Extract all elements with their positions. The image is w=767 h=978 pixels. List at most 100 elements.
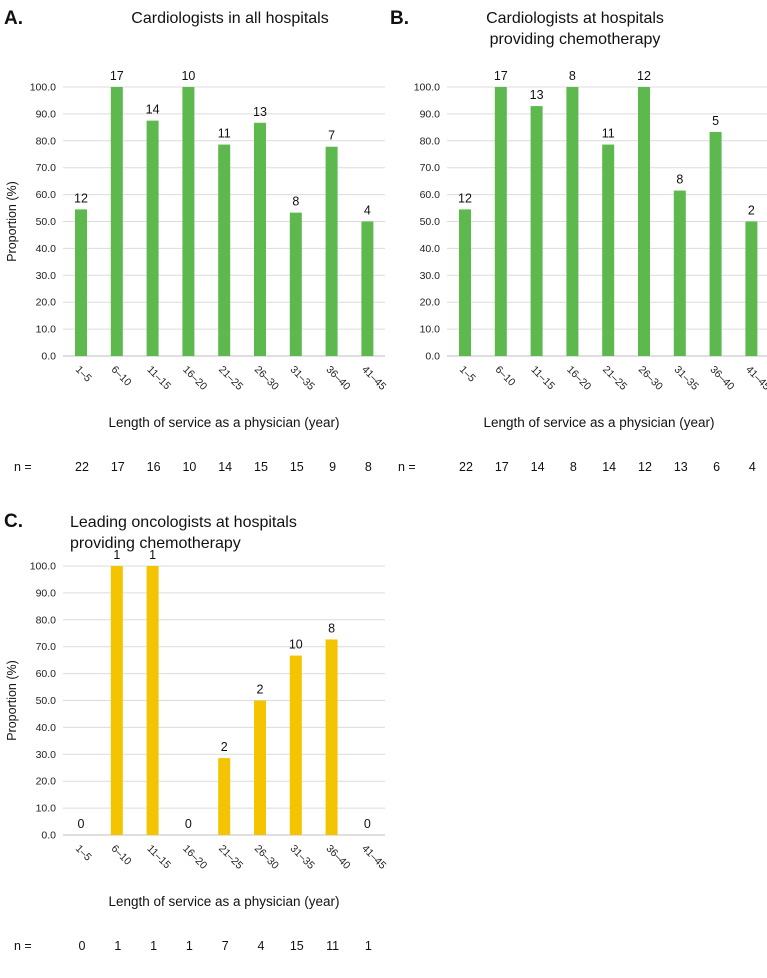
chart-title: Leading oncologists at hospitals — [70, 514, 297, 531]
data-label: 0 — [78, 817, 85, 831]
x-tick-label: 1–5 — [73, 843, 94, 864]
y-tick-label: 70.0 — [36, 162, 57, 174]
bar — [110, 566, 123, 835]
x-tick-label: 36–40 — [707, 364, 736, 393]
y-tick-label: 60.0 — [36, 668, 57, 680]
data-label: 11 — [602, 127, 615, 141]
bar — [459, 209, 471, 356]
bar — [673, 190, 686, 356]
data-label: 12 — [74, 191, 88, 205]
data-label: 5 — [712, 114, 719, 128]
n-value: 17 — [495, 460, 509, 474]
data-label: 11 — [218, 127, 231, 141]
chart-title: Cardiologists in all hospitals — [131, 10, 328, 27]
bar — [254, 700, 266, 835]
y-tick-label: 30.0 — [36, 270, 57, 282]
chart-title: providing chemotherapy — [490, 31, 661, 48]
data-label: 12 — [458, 191, 472, 205]
data-label: 8 — [676, 173, 683, 187]
n-value: 8 — [365, 460, 372, 474]
bar — [361, 221, 374, 356]
data-label: 17 — [494, 69, 508, 83]
y-axis-label: Proportion (%) — [5, 181, 19, 262]
y-tick-label: 10.0 — [36, 324, 57, 336]
n-value: 17 — [111, 460, 125, 474]
data-label: 8 — [292, 195, 299, 209]
chart-title: providing chemotherapy — [70, 535, 241, 552]
n-value: 8 — [570, 460, 577, 474]
bar — [182, 87, 195, 356]
x-tick-label: 26–30 — [636, 364, 665, 393]
bar — [745, 221, 758, 356]
n-value: 7 — [222, 939, 229, 953]
x-tick-label: 16–20 — [180, 843, 209, 872]
data-label: 0 — [185, 817, 192, 831]
x-tick-label: 26–30 — [252, 364, 281, 393]
x-tick-label: 21–25 — [216, 843, 245, 872]
x-tick-label: 16–20 — [180, 364, 209, 393]
x-tick-label: 1–5 — [73, 364, 94, 385]
data-label: 10 — [289, 638, 303, 652]
chart-panel-b: B. Cardiologists at hospitals providing ch… — [390, 8, 767, 474]
n-value: 15 — [254, 460, 268, 474]
data-label: 7 — [328, 129, 335, 143]
x-tick-label: 41–45 — [359, 843, 388, 872]
n-value: 14 — [531, 460, 545, 474]
n-value: 4 — [749, 460, 756, 474]
x-tick-label: 6–10 — [109, 364, 134, 389]
y-tick-label: 100.0 — [414, 82, 440, 94]
bar — [602, 144, 615, 356]
y-tick-label: 50.0 — [36, 695, 57, 707]
n-value: 9 — [329, 460, 336, 474]
y-tick-label: 60.0 — [36, 189, 57, 201]
n-value: 6 — [713, 460, 720, 474]
bar — [494, 87, 507, 356]
x-tick-label: 11–15 — [144, 364, 173, 393]
y-tick-label: 40.0 — [420, 243, 441, 255]
n-value: 10 — [182, 460, 196, 474]
y-tick-label: 30.0 — [36, 749, 57, 761]
y-tick-label: 40.0 — [36, 722, 57, 734]
y-tick-label: 0.0 — [425, 351, 440, 363]
bar — [638, 87, 650, 356]
x-tick-label: 36–40 — [323, 364, 352, 393]
n-value: 13 — [674, 460, 688, 474]
y-tick-label: 70.0 — [420, 162, 441, 174]
data-label: 1 — [113, 548, 120, 562]
bar — [254, 122, 266, 356]
data-label: 4 — [364, 204, 371, 218]
x-tick-label: 11–15 — [144, 843, 173, 872]
panel-letter: A. — [4, 8, 23, 29]
panel-letter: B. — [390, 8, 409, 29]
y-tick-label: 100.0 — [30, 82, 56, 94]
chart-panel-c: C. Leading oncologists at hospitals provid… — [4, 511, 389, 953]
bar — [325, 639, 338, 835]
y-tick-label: 20.0 — [420, 297, 441, 309]
y-tick-label: 10.0 — [36, 803, 57, 815]
y-tick-label: 70.0 — [36, 641, 57, 653]
n-value: 1 — [186, 939, 193, 953]
n-value: 15 — [290, 460, 304, 474]
y-tick-label: 80.0 — [36, 614, 57, 626]
x-tick-label: 31–35 — [288, 364, 317, 393]
data-label: 1 — [149, 548, 156, 562]
bar — [218, 144, 231, 356]
y-tick-label: 40.0 — [36, 243, 57, 255]
data-label: 2 — [221, 740, 228, 754]
x-tick-label: 1–5 — [457, 364, 478, 385]
chart-panel-a: A. Cardiologists in all hospitals 0.0 10.0 2… — [4, 8, 389, 474]
n-value: 0 — [79, 939, 86, 953]
y-tick-label: 60.0 — [420, 189, 441, 201]
y-tick-label: 50.0 — [420, 216, 441, 228]
x-tick-label: 21–25 — [216, 364, 245, 393]
y-tick-label: 0.0 — [41, 830, 56, 842]
y-tick-label: 0.0 — [41, 351, 56, 363]
bar — [110, 87, 123, 356]
y-tick-label: 80.0 — [36, 135, 57, 147]
n-value: 22 — [459, 460, 473, 474]
n-value: 16 — [147, 460, 161, 474]
n-value: 4 — [258, 939, 265, 953]
bar — [566, 87, 579, 356]
n-label: n = — [14, 460, 32, 474]
x-tick-label: 41–45 — [743, 364, 767, 393]
